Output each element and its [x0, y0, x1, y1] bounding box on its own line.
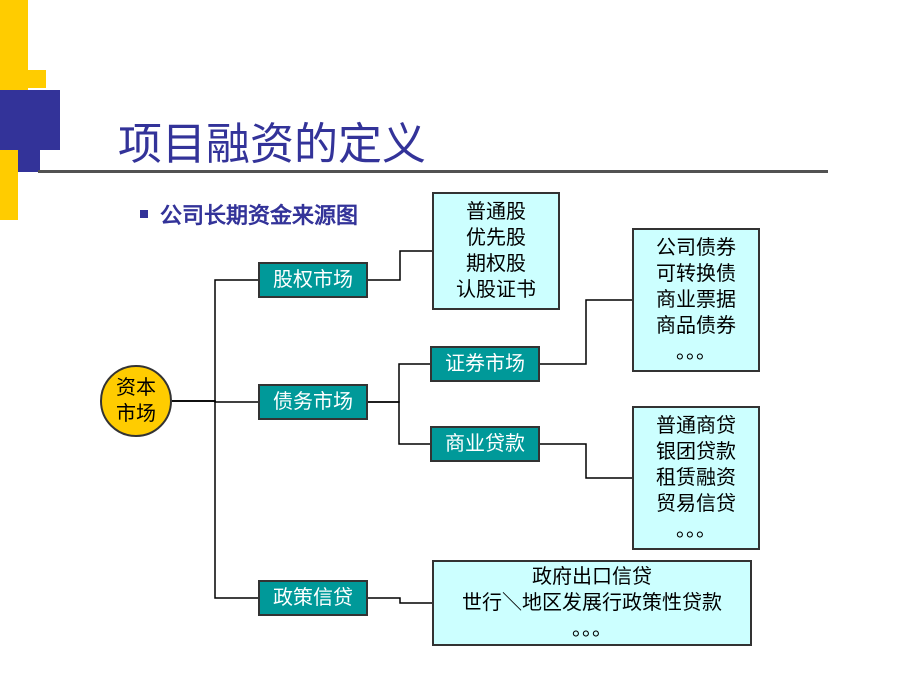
- subtitle-text: 公司长期资金来源图: [160, 198, 358, 230]
- node-loan: 商业贷款: [430, 426, 540, 462]
- node-policyList: 政府出口信贷 世行＼地区发展行政策性贷款 。。。: [432, 560, 752, 646]
- deco-blue-1: [0, 90, 60, 150]
- node-equity: 股权市场: [258, 262, 368, 298]
- deco-yellow-3: [0, 150, 18, 220]
- node-equityList: 普通股 优先股 期权股 认股证书: [432, 192, 560, 310]
- deco-yellow-2: [28, 70, 46, 88]
- title-underline: [38, 170, 828, 173]
- node-debt: 债务市场: [258, 384, 368, 420]
- deco-blue-2: [18, 150, 40, 172]
- subtitle-bullet-icon: [140, 210, 148, 218]
- node-policy: 政策信贷: [258, 580, 368, 616]
- page-title: 项目融资的定义: [118, 108, 426, 172]
- node-secList: 公司债券 可转换债 商业票据 商品债券 。。。: [632, 228, 760, 372]
- deco-yellow-1: [0, 0, 28, 90]
- node-sec: 证券市场: [430, 346, 540, 382]
- node-root: 资本 市场: [100, 365, 172, 437]
- node-loanList: 普通商贷 银团贷款 租赁融资 贸易信贷 。。。: [632, 406, 760, 550]
